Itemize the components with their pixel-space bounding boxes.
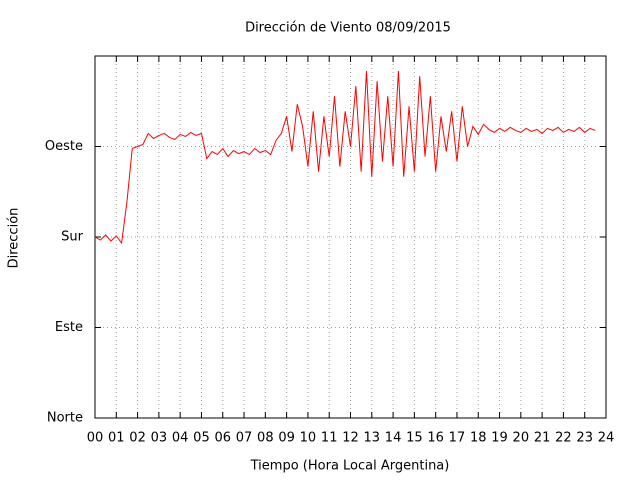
x-tick-label: 21 (534, 431, 551, 446)
x-tick-label: 09 (278, 431, 295, 446)
x-tick-label: 03 (151, 431, 168, 446)
y-tick-label: Sur (61, 230, 83, 245)
x-tick-label: 00 (87, 431, 104, 446)
x-tick-label: 19 (491, 431, 508, 446)
x-tick-label: 14 (385, 431, 402, 446)
x-tick-label: 08 (257, 431, 274, 446)
y-axis-label: Dirección (7, 208, 22, 269)
x-tick-label: 12 (342, 431, 359, 446)
x-tick-label: 07 (236, 431, 253, 446)
x-tick-label: 05 (193, 431, 210, 446)
x-tick-label: 11 (321, 431, 338, 446)
y-tick-label: Este (55, 320, 83, 335)
x-tick-label: 04 (172, 431, 189, 446)
x-tick-label: 23 (576, 431, 593, 446)
x-tick-label: 18 (470, 431, 487, 446)
x-tick-label: 15 (406, 431, 423, 446)
x-tick-label: 01 (108, 431, 125, 446)
x-tick-label: 06 (214, 431, 231, 446)
chart-title: Dirección de Viento 08/09/2015 (245, 21, 451, 36)
y-tick-label: Oeste (45, 139, 83, 154)
x-tick-label: 17 (449, 431, 466, 446)
data-line (94, 71, 596, 245)
x-tick-label: 10 (300, 431, 317, 446)
y-tick-label: Norte (47, 411, 83, 426)
x-tick-label: 20 (513, 431, 530, 446)
x-axis-label: Tiempo (Hora Local Argentina) (250, 459, 450, 474)
x-tick-label: 16 (427, 431, 444, 446)
x-tick-label: 13 (364, 431, 381, 446)
x-tick-label: 02 (129, 431, 146, 446)
x-tick-label: 24 (598, 431, 615, 446)
x-tick-label: 22 (555, 431, 572, 446)
